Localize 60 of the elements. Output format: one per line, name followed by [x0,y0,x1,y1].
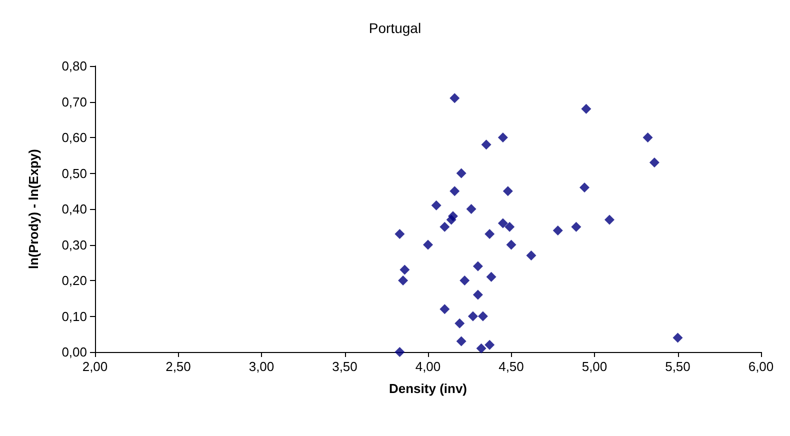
point [649,158,660,168]
point [456,336,466,346]
point [472,290,483,300]
point [440,304,450,314]
x-tick-label: 4,00 [415,359,441,374]
point [672,332,683,343]
point [450,93,460,104]
point [466,204,476,214]
point [604,214,614,225]
y-axis-title: ln(Prody) - ln(Expy) [26,149,41,269]
point [398,276,408,286]
x-tick-label: 3,00 [248,359,274,374]
point [472,261,483,272]
y-tick-label: 0,80 [62,58,87,74]
point [571,222,582,232]
y-tick-label: 0,30 [62,237,87,252]
point [506,240,516,250]
x-tick-label: 4,50 [498,359,524,374]
point [448,211,458,222]
point [498,218,508,228]
y-tick-label: 0,00 [62,344,87,360]
y-tick-label: 0,60 [62,130,87,145]
x-tick-label: 5,00 [582,359,608,374]
y-tick-label: 0,50 [62,166,87,181]
y-tick-label: 0,10 [62,308,87,324]
point [526,250,536,260]
point [486,272,496,282]
point [431,200,442,210]
point [440,222,450,232]
x-tick-label: 2,50 [166,359,191,374]
x-tick-label: 3,50 [332,359,358,374]
point [400,264,410,275]
y-tick-label: 0,70 [62,94,87,110]
x-tick-label: 2,00 [82,359,108,374]
point [581,104,592,114]
point [552,225,563,236]
point [478,311,488,322]
point [502,186,513,196]
point [450,186,460,196]
point [580,182,590,193]
point [481,140,492,150]
chart-title: Portugal [368,20,422,36]
point [468,311,478,322]
point [454,318,465,328]
point [484,340,495,350]
point [504,222,515,232]
x-axis-title: Density (inv) [388,381,468,396]
y-tick-label: 0,20 [62,273,87,288]
point [484,229,495,240]
y-tick-label: 0,40 [62,202,87,216]
point [476,343,486,354]
point [642,132,653,142]
x-tick-label: 5,50 [665,359,690,374]
point [498,132,508,142]
point [423,240,433,250]
point [394,347,405,357]
point [460,276,470,286]
point [456,168,466,178]
x-tick-label: 6,00 [748,359,774,374]
point [394,229,405,240]
